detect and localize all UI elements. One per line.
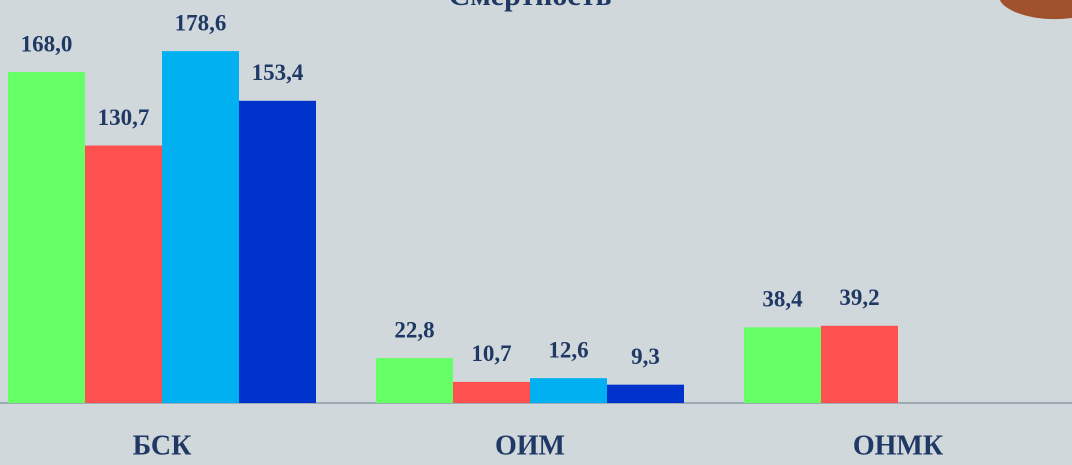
bar: [239, 100, 316, 403]
bar: [607, 384, 684, 403]
value-label: 178,6: [175, 10, 227, 35]
bar: [821, 325, 898, 403]
x-tick-label: БСК: [133, 430, 193, 461]
value-label: 130,7: [98, 105, 150, 130]
value-label: 22,8: [394, 317, 434, 342]
value-label: 153,4: [252, 60, 304, 85]
bar: [162, 51, 239, 404]
bar: [530, 378, 607, 403]
decoration: [1000, 0, 1072, 20]
value-label: 9,3: [631, 344, 660, 369]
chart-title: Смертность: [449, 0, 612, 12]
x-tick-label: ОИМ: [495, 430, 565, 461]
bar: [453, 381, 530, 403]
value-label: 38,4: [762, 287, 803, 312]
bar: [8, 72, 85, 403]
bar: [376, 358, 453, 403]
bar: [85, 145, 162, 403]
x-tick-label: ОНМК: [853, 430, 944, 461]
bar: [744, 327, 821, 403]
value-label: 168,0: [21, 31, 73, 56]
value-label: 10,7: [471, 341, 511, 366]
value-label: 12,6: [548, 337, 588, 362]
value-label: 39,2: [839, 285, 879, 310]
